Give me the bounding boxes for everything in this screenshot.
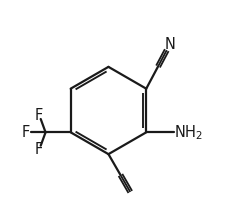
Text: F: F [22,125,30,140]
Text: N: N [164,37,174,52]
Text: F: F [35,108,43,123]
Text: F: F [35,142,43,157]
Text: NH$_2$: NH$_2$ [174,123,202,142]
